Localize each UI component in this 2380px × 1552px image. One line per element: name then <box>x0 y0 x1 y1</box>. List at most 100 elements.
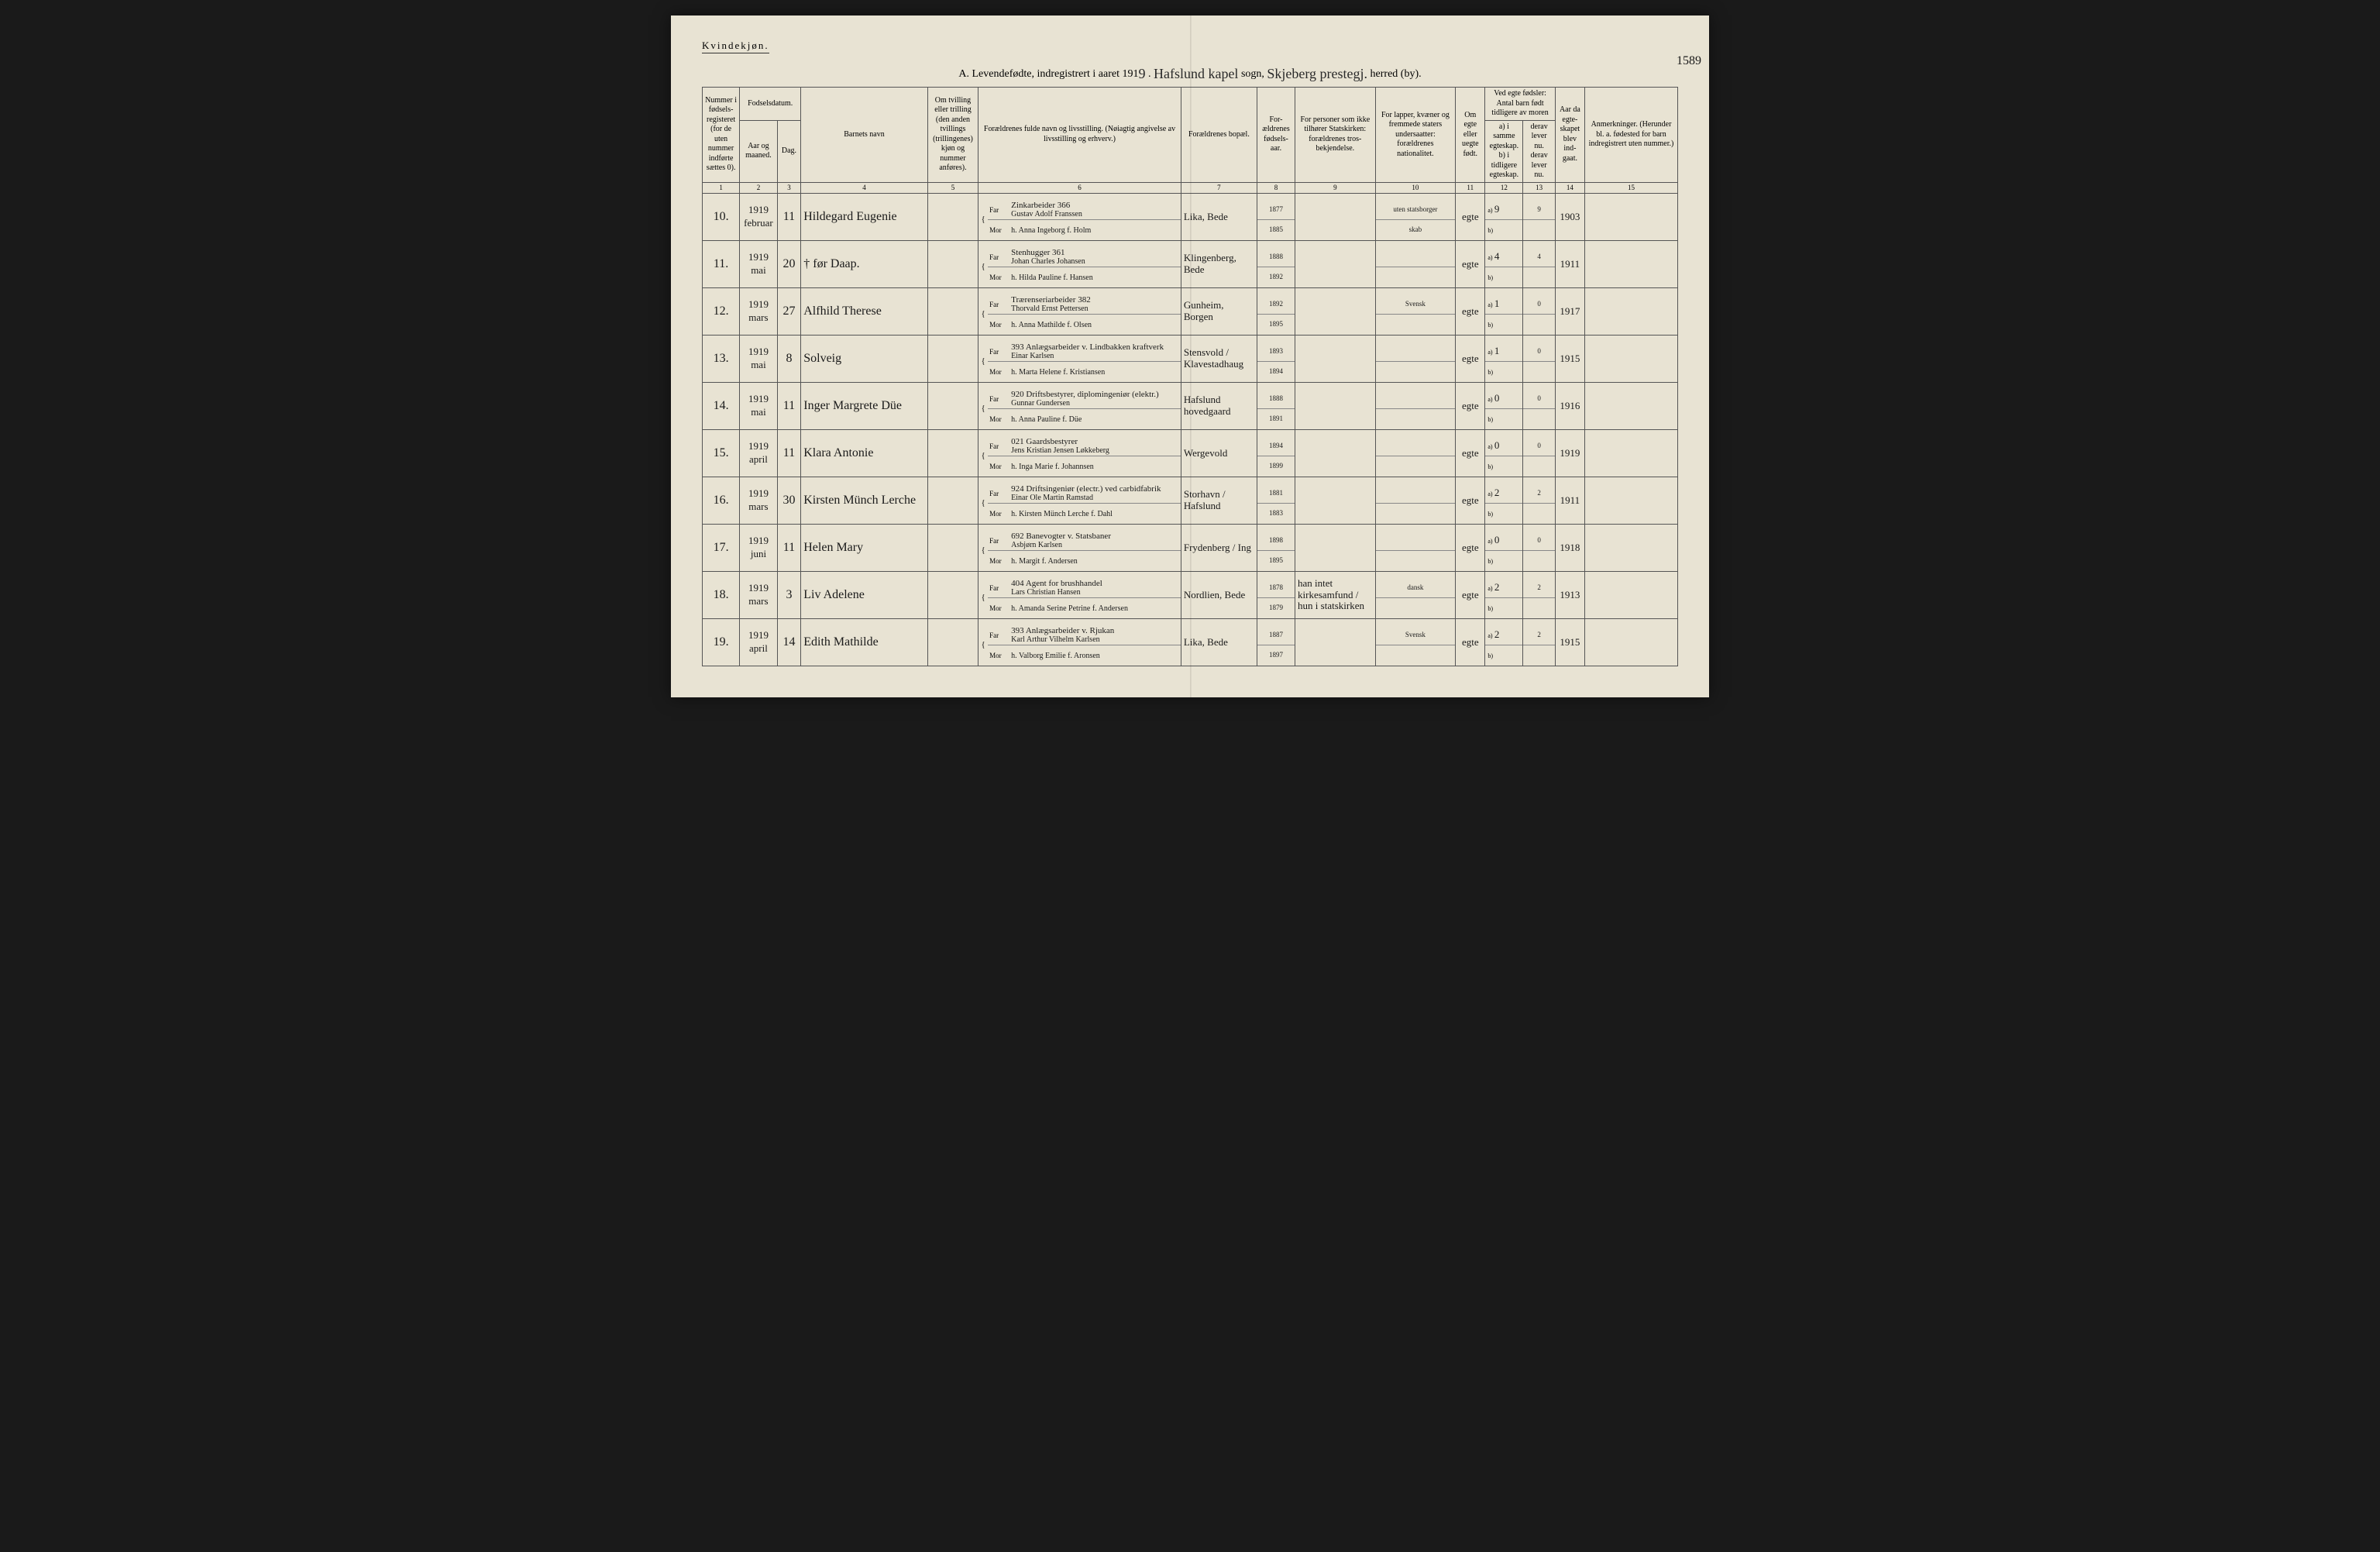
legitimacy: egte <box>1456 618 1485 666</box>
father-line: 920 Driftsbestyrer, diplomingeniør (elek… <box>1009 389 1181 409</box>
father-line: Trærenseriarbeider 382Thorvald Ernst Pet… <box>1009 294 1181 315</box>
day: 11 <box>777 524 801 571</box>
nationality <box>1375 477 1456 524</box>
residence: Wergevold <box>1181 429 1257 477</box>
entry-number: 11. <box>703 240 740 287</box>
remarks <box>1584 240 1677 287</box>
living-children: 0 <box>1523 335 1555 382</box>
marriage-year: 1915 <box>1555 335 1584 382</box>
mor-label: Mor <box>988 267 1009 287</box>
prior-children: a) 2 b) <box>1485 618 1523 666</box>
living-children: 0 <box>1523 524 1555 571</box>
child-name: † før Daap. <box>801 240 928 287</box>
parents-cell: { Far 021 GaardsbestyrerJens Kristian Je… <box>978 429 1181 477</box>
day: 11 <box>777 193 801 240</box>
child-name: Klara Antonie <box>801 429 928 477</box>
far-label: Far <box>988 483 1009 504</box>
table-row: 19. 1919april 14 Edith Mathilde { Far 39… <box>703 618 1678 666</box>
nationality: Svensk <box>1375 287 1456 335</box>
religion <box>1295 477 1376 524</box>
marriage-year: 1903 <box>1555 193 1584 240</box>
day: 20 <box>777 240 801 287</box>
nationality: uten statsborger skab <box>1375 193 1456 240</box>
twin-col <box>927 524 978 571</box>
marriage-year: 1913 <box>1555 571 1584 618</box>
parent-years: 1888 1892 <box>1257 240 1295 287</box>
residence: Storhavn / Hafslund <box>1181 477 1257 524</box>
father-line: Stenhugger 361Johan Charles Johansen <box>1009 247 1181 267</box>
far-label: Far <box>988 436 1009 456</box>
colnum: 4 <box>801 182 928 193</box>
legitimacy: egte <box>1456 571 1485 618</box>
far-label: Far <box>988 625 1009 645</box>
living-children: 4 <box>1523 240 1555 287</box>
legitimacy: egte <box>1456 382 1485 429</box>
day: 27 <box>777 287 801 335</box>
father-line: 021 GaardsbestyrerJens Kristian Jensen L… <box>1009 436 1181 456</box>
year-month: 1919juni <box>740 524 778 571</box>
table-row: 17. 1919juni 11 Helen Mary { Far 692 Ban… <box>703 524 1678 571</box>
twin-col <box>927 382 978 429</box>
table-row: 15. 1919april 11 Klara Antonie { Far 021… <box>703 429 1678 477</box>
prior-children: a) 2 b) <box>1485 477 1523 524</box>
colnum: 10 <box>1375 182 1456 193</box>
far-label: Far <box>988 578 1009 598</box>
mother-line: h. Hilda Pauline f. Hansen <box>1009 267 1181 287</box>
mor-label: Mor <box>988 315 1009 335</box>
table-row: 10. 1919februar 11 Hildegard Eugenie { F… <box>703 193 1678 240</box>
table-row: 14. 1919mai 11 Inger Margrete Düe { Far … <box>703 382 1678 429</box>
living-children: 0 <box>1523 429 1555 477</box>
entry-number: 10. <box>703 193 740 240</box>
remarks <box>1584 571 1677 618</box>
residence: Lika, Bede <box>1181 618 1257 666</box>
marriage-year: 1917 <box>1555 287 1584 335</box>
mother-line: h. Kirsten Münch Lerche f. Dahl <box>1009 504 1181 524</box>
colnum: 7 <box>1181 182 1257 193</box>
remarks <box>1584 287 1677 335</box>
colnum: 8 <box>1257 182 1295 193</box>
far-label: Far <box>988 342 1009 362</box>
entry-number: 15. <box>703 429 740 477</box>
entry-number: 18. <box>703 571 740 618</box>
colnum: 11 <box>1456 182 1485 193</box>
year-month: 1919mars <box>740 571 778 618</box>
legitimacy: egte <box>1456 193 1485 240</box>
remarks <box>1584 429 1677 477</box>
residence: Lika, Bede <box>1181 193 1257 240</box>
colnum: 1 <box>703 182 740 193</box>
religion <box>1295 382 1376 429</box>
year-month: 1919mai <box>740 335 778 382</box>
gender-heading: Kvindekjøn. <box>702 40 769 53</box>
year-suffix: 9 <box>1138 66 1145 82</box>
religion <box>1295 335 1376 382</box>
parent-years: 1878 1879 <box>1257 571 1295 618</box>
table-header: Nummer i fødsels-registeret (for de uten… <box>703 88 1678 194</box>
religion <box>1295 429 1376 477</box>
child-name: Kirsten Münch Lerche <box>801 477 928 524</box>
nationality <box>1375 524 1456 571</box>
far-label: Far <box>988 389 1009 409</box>
far-label: Far <box>988 200 1009 220</box>
col-10-header: For lapper, kvæner og fremmede staters u… <box>1375 88 1456 183</box>
mother-line: h. Anna Ingeborg f. Holm <box>1009 220 1181 240</box>
twin-col <box>927 429 978 477</box>
nationality <box>1375 335 1456 382</box>
table-row: 13. 1919mai 8 Solveig { Far 393 Anlægsar… <box>703 335 1678 382</box>
year-month: 1919mars <box>740 287 778 335</box>
prior-children: a) 0 b) <box>1485 429 1523 477</box>
title-prefix: A. Levendefødte, indregistrert i aaret 1… <box>958 68 1138 80</box>
far-label: Far <box>988 531 1009 551</box>
religion <box>1295 193 1376 240</box>
sogn-label: sogn, <box>1241 68 1264 80</box>
mother-line: h. Anna Mathilde f. Olsen <box>1009 315 1181 335</box>
day: 14 <box>777 618 801 666</box>
child-name: Hildegard Eugenie <box>801 193 928 240</box>
parent-years: 1898 1895 <box>1257 524 1295 571</box>
parents-cell: { Far 924 Driftsingeniør (electr.) ved c… <box>978 477 1181 524</box>
residence: Nordlien, Bede <box>1181 571 1257 618</box>
living-children: 2 <box>1523 571 1555 618</box>
living-children: 0 <box>1523 382 1555 429</box>
father-line: 924 Driftsingeniør (electr.) ved carbidf… <box>1009 483 1181 504</box>
child-name: Liv Adelene <box>801 571 928 618</box>
parent-years: 1894 1899 <box>1257 429 1295 477</box>
